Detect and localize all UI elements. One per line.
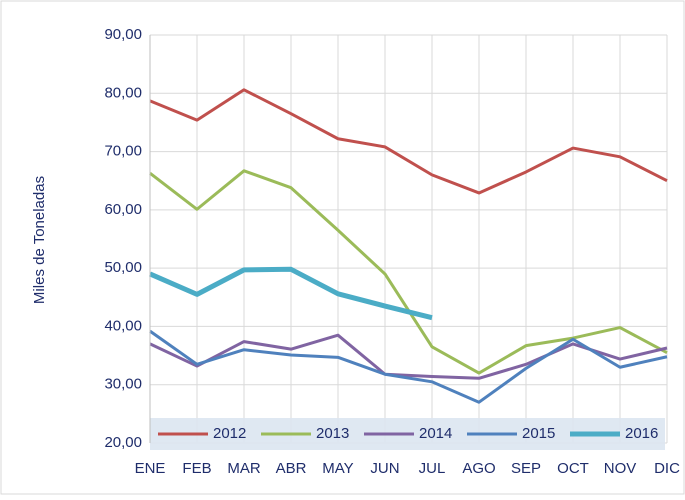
x-tick-label: JUL <box>419 460 446 477</box>
y-tick-label: 20,00 <box>104 434 142 451</box>
data-line <box>149 266 433 321</box>
x-tick-label: JUN <box>370 460 399 477</box>
x-tick-label: MAY <box>322 460 353 477</box>
x-tick-label: SEP <box>511 460 541 477</box>
y-tick-label: 80,00 <box>104 84 142 101</box>
legend-label: 2015 <box>522 425 555 442</box>
legend: 2012 2013 2014 2015 2016 <box>150 418 665 450</box>
y-tick-label: 50,00 <box>104 259 142 276</box>
data-line <box>149 88 668 195</box>
data-line <box>149 329 668 404</box>
y-tick-label: 90,00 <box>104 26 142 43</box>
x-tick-label: MAR <box>227 460 261 477</box>
y-axis-title: Miles de Toneladas <box>31 176 48 304</box>
x-tick-label: AGO <box>462 460 495 477</box>
x-tick-label: ABR <box>276 460 307 477</box>
legend-label: 2013 <box>316 425 349 442</box>
y-tick-label: 40,00 <box>104 317 142 334</box>
legend-label: 2014 <box>419 425 452 442</box>
data-line <box>149 333 668 380</box>
x-tick-label: ENE <box>135 460 166 477</box>
y-tick-label: 70,00 <box>104 143 142 160</box>
x-tick-label: DIC <box>654 460 680 477</box>
x-tick-label: FEB <box>182 460 211 477</box>
legend-label: 2016 <box>625 425 658 442</box>
y-tick-label: 30,00 <box>104 376 142 393</box>
y-tick-label: 60,00 <box>104 201 142 218</box>
legend-label: 2012 <box>213 425 246 442</box>
x-tick-label: NOV <box>604 460 637 477</box>
x-tick-label: OCT <box>557 460 589 477</box>
